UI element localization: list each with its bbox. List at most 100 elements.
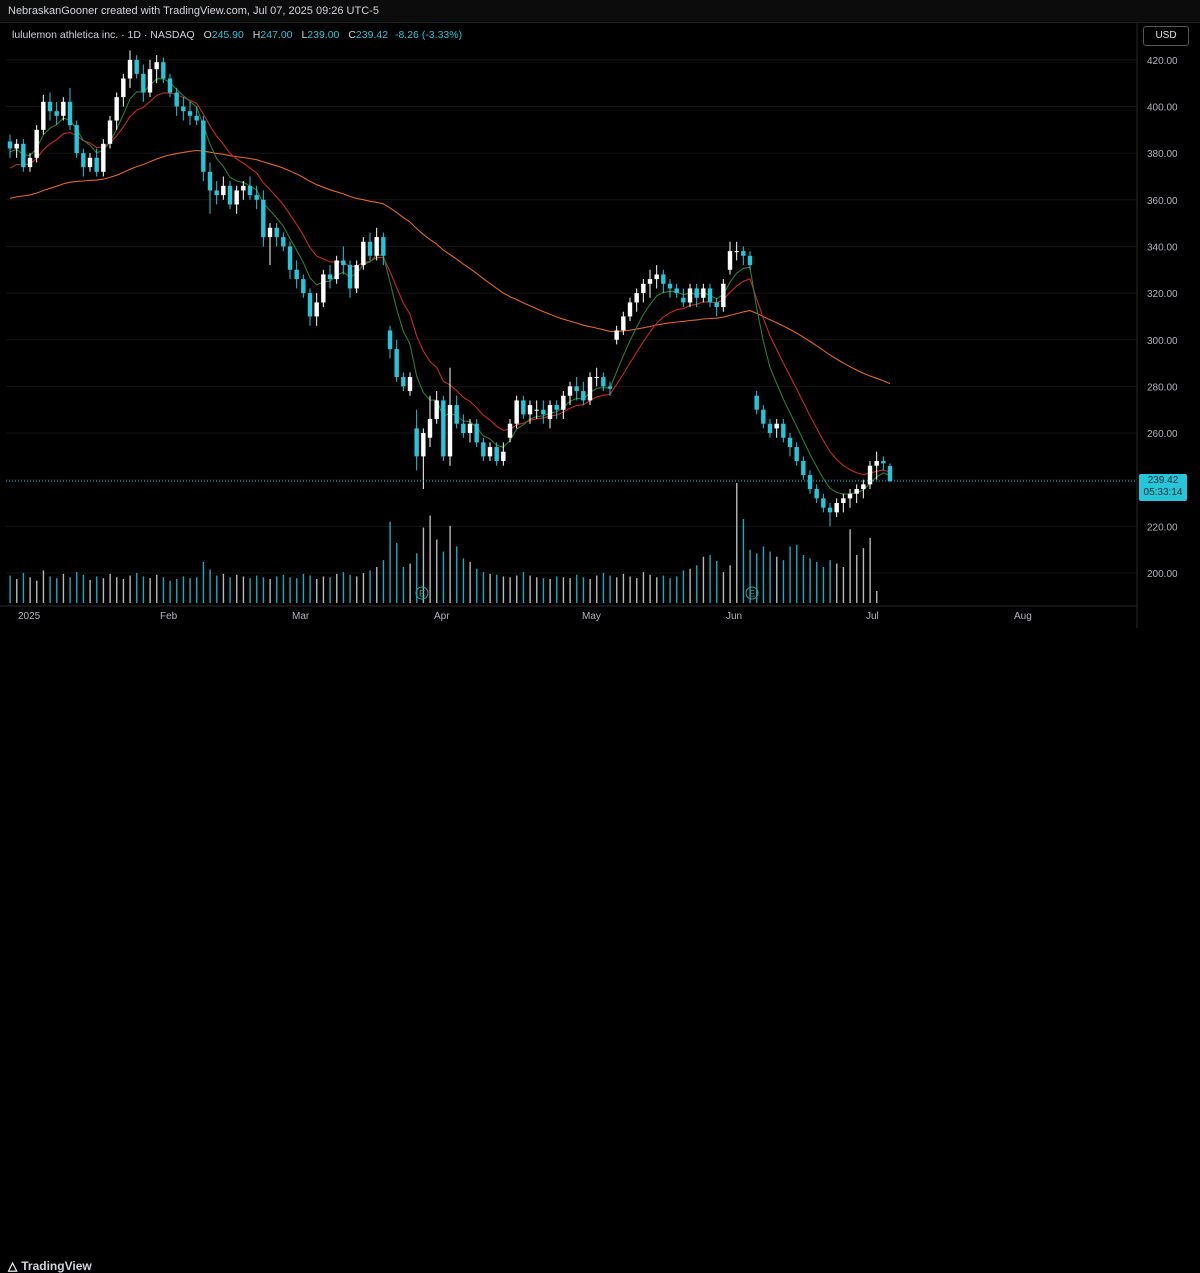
- volume-bar: [489, 573, 491, 603]
- currency-button[interactable]: USD: [1143, 26, 1189, 46]
- chart-frame[interactable]: 200.00220.00240.00260.00280.00300.00320.…: [0, 22, 1200, 629]
- candle-body: [614, 330, 619, 340]
- high-value: 247.00: [260, 29, 293, 41]
- volume-bar: [649, 574, 651, 603]
- candle-body: [141, 73, 146, 93]
- volume-bar: [549, 579, 551, 603]
- volume-bar: [42, 570, 45, 603]
- volume-bar: [422, 527, 425, 603]
- y-tick-label: 220.00: [1147, 522, 1178, 533]
- candle-body: [554, 405, 559, 410]
- candle-body: [214, 190, 219, 196]
- candle-body: [361, 241, 366, 266]
- volume-bar: [656, 577, 658, 603]
- candle-body: [321, 274, 326, 303]
- volume-bar: [596, 575, 598, 603]
- creator-credit: NebraskanGooner created with TradingView…: [8, 5, 379, 17]
- bar-countdown: 05:33:14: [1143, 487, 1183, 498]
- volume-bar: [822, 567, 825, 603]
- volume-bar: [49, 576, 51, 603]
- close-label: C: [348, 29, 356, 41]
- volume-bar: [709, 555, 711, 603]
- volume-bar: [496, 574, 498, 603]
- candle-body: [801, 461, 806, 476]
- volume-bar: [22, 573, 25, 603]
- y-tick-label: 200.00: [1147, 569, 1178, 580]
- volume-bar: [676, 576, 678, 603]
- volume-bar: [642, 572, 645, 603]
- volume-bar: [122, 579, 125, 603]
- y-tick-label: 420.00: [1147, 56, 1178, 67]
- volume-bar: [616, 577, 618, 603]
- x-tick-label: Aug: [1014, 611, 1032, 622]
- candle-body: [61, 101, 66, 116]
- x-tick-label: 2025: [18, 611, 41, 622]
- volume-bar: [342, 572, 345, 603]
- open-value: 245.90: [211, 29, 244, 41]
- y-tick-label: 340.00: [1147, 242, 1178, 253]
- candle-body: [734, 251, 739, 253]
- candle-body: [447, 405, 453, 457]
- volume-bar: [576, 574, 578, 603]
- candle-body: [441, 400, 446, 457]
- candle-body: [647, 279, 653, 284]
- volume-bar: [102, 578, 105, 603]
- candle-body: [534, 409, 539, 411]
- candle-body: [541, 409, 546, 415]
- candle-body: [694, 288, 699, 298]
- candle-body: [707, 288, 713, 303]
- y-tick-label: 260.00: [1147, 429, 1178, 440]
- candle-body: [381, 237, 386, 256]
- candle-body: [154, 62, 159, 70]
- volume-bar: [569, 578, 571, 603]
- candle-body: [114, 97, 119, 121]
- candle-body: [867, 465, 873, 485]
- volume-bar: [502, 576, 505, 603]
- candle-body: [254, 195, 259, 200]
- volume-bar: [169, 580, 171, 603]
- candle-body: [887, 465, 893, 482]
- candle-body: [667, 283, 673, 289]
- tradingview-logo[interactable]: △ TradingView: [8, 1259, 92, 1273]
- candle-body: [521, 400, 526, 415]
- candle-body: [461, 423, 466, 434]
- volume-bar: [142, 576, 145, 603]
- candle-body: [107, 120, 113, 144]
- candle-body: [741, 251, 746, 256]
- volume-bar: [536, 577, 538, 603]
- candle-body: [787, 437, 793, 448]
- volume-bar: [589, 579, 591, 603]
- candle-body: [401, 377, 406, 387]
- candle-body: [347, 265, 353, 289]
- candle-body: [241, 185, 246, 191]
- volume-bar: [216, 575, 218, 603]
- volume-bar: [322, 576, 325, 603]
- candle-body: [834, 503, 839, 513]
- y-tick-label: 380.00: [1147, 149, 1178, 160]
- candle-body: [754, 395, 759, 410]
- symbol-name[interactable]: lululemon athletica inc. · 1D · NASDAQ: [12, 29, 195, 41]
- symbol-legend: lululemon athletica inc. · 1D · NASDAQ O…: [12, 29, 462, 41]
- ma-slow-line: [9, 149, 891, 385]
- earnings-icon: [415, 586, 429, 600]
- volume-bar: [389, 521, 391, 603]
- volume-bar: [482, 572, 485, 603]
- candle-body: [267, 227, 273, 238]
- volume-bar: [556, 576, 558, 603]
- candle-body: [281, 237, 286, 247]
- volume-bar: [669, 578, 671, 603]
- open-label: O: [203, 29, 212, 41]
- volume-bar: [116, 577, 118, 603]
- candle-body: [501, 451, 506, 462]
- candle-body: [207, 171, 213, 191]
- volume-bar: [302, 573, 305, 603]
- price-chart[interactable]: 200.00220.00240.00260.00280.00300.00320.…: [0, 23, 1200, 629]
- volume-bar: [429, 515, 431, 603]
- candle-body: [7, 141, 13, 149]
- volume-bar: [369, 570, 371, 603]
- volume-bar: [769, 551, 771, 603]
- candle-body: [601, 377, 606, 387]
- volume-bar: [89, 579, 91, 603]
- volume-bar: [336, 573, 338, 603]
- x-tick-label: Feb: [160, 611, 178, 622]
